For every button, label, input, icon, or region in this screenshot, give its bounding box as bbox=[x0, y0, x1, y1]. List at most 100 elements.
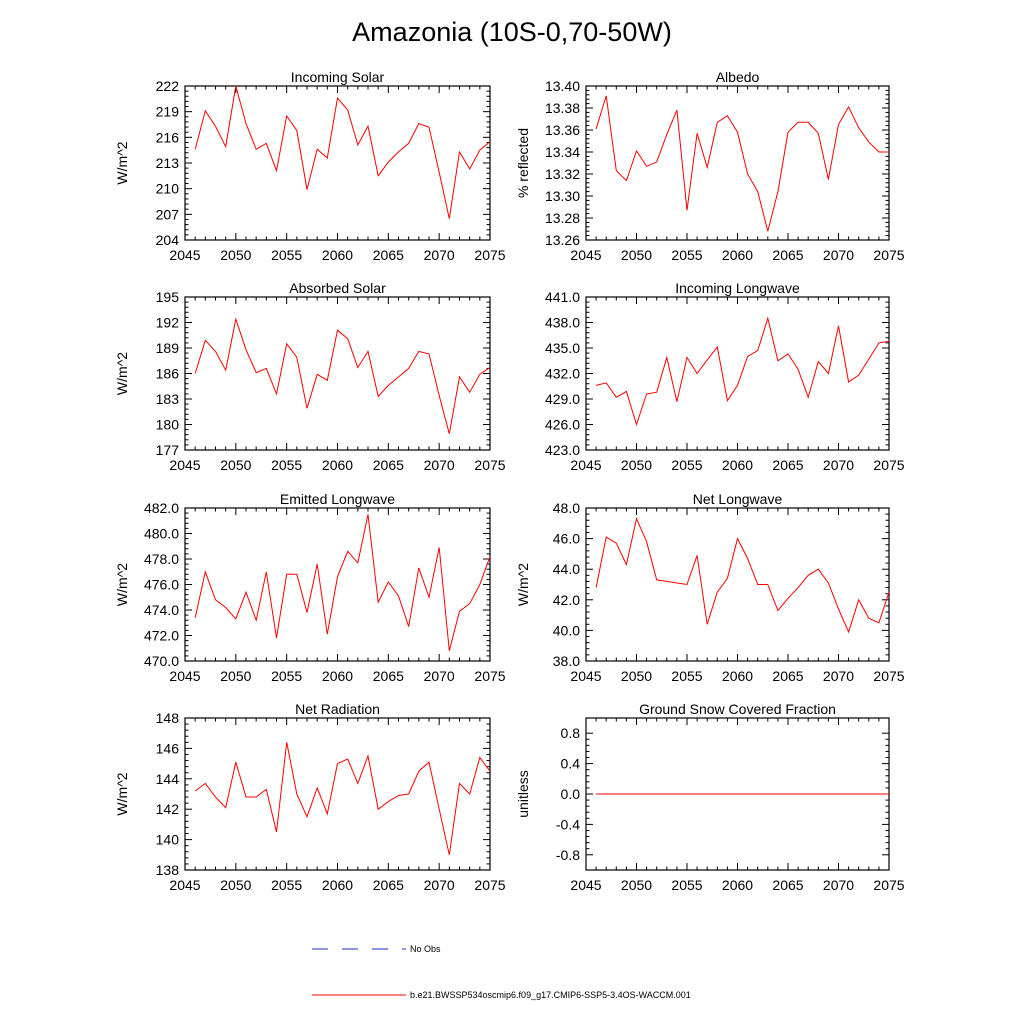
panel-5: Emitted Longwave W/m^2 2045 2050 2055 2060 206… bbox=[114, 491, 506, 684]
x-tick-label: 2065 bbox=[373, 668, 404, 684]
y-tick-label: 13.34 bbox=[545, 144, 580, 160]
x-tick-label: 2045 bbox=[169, 457, 200, 473]
y-tick-label: 13.40 bbox=[545, 78, 580, 94]
y-tick-label: 478.0 bbox=[144, 551, 179, 567]
y-tick-label: 204 bbox=[156, 232, 180, 248]
x-tick-label: 2045 bbox=[169, 668, 200, 684]
x-tick-label: 2055 bbox=[671, 877, 702, 893]
x-tick-label: 2060 bbox=[722, 877, 753, 893]
y-tick-label: 192 bbox=[156, 315, 180, 331]
series-line bbox=[595, 316, 890, 427]
y-tick-label: 144 bbox=[156, 771, 180, 787]
x-tick-label: 2060 bbox=[722, 247, 753, 263]
x-tick-label: 2075 bbox=[474, 877, 505, 893]
series-line bbox=[194, 742, 491, 855]
panel-3: Absorbed Solar W/m^2 2045 2050 2055 2060 2065 2… bbox=[114, 280, 506, 473]
y-tick-label: 423.0 bbox=[545, 442, 580, 458]
x-tick-label: 2075 bbox=[474, 457, 505, 473]
series-line bbox=[595, 517, 890, 634]
x-tick-label: 2060 bbox=[322, 457, 353, 473]
x-tick-label: 2070 bbox=[823, 457, 854, 473]
y-tick-label: 222 bbox=[156, 78, 180, 94]
x-tick-label: 2055 bbox=[271, 668, 302, 684]
y-tick-label: 476.0 bbox=[144, 577, 179, 593]
y-tick-label: -0.8 bbox=[556, 847, 580, 863]
x-tick-label: 2060 bbox=[322, 668, 353, 684]
x-tick-label: 2075 bbox=[474, 247, 505, 263]
x-tick-label: 2070 bbox=[424, 247, 455, 263]
panel-title: Net Radiation bbox=[295, 701, 380, 717]
x-tick-label: 2075 bbox=[474, 668, 505, 684]
y-tick-label: 0.8 bbox=[561, 725, 581, 741]
x-tick-label: 2070 bbox=[823, 877, 854, 893]
y-tick-label: 177 bbox=[156, 442, 180, 458]
x-tick-label: 2065 bbox=[772, 877, 803, 893]
y-tick-label: 470.0 bbox=[144, 653, 179, 669]
y-tick-label: 44.0 bbox=[553, 561, 580, 577]
y-tick-label: 472.0 bbox=[144, 628, 179, 644]
x-tick-label: 2055 bbox=[271, 457, 302, 473]
x-tick-label: 2070 bbox=[424, 668, 455, 684]
x-tick-label: 2065 bbox=[373, 877, 404, 893]
x-tick-label: 2060 bbox=[722, 668, 753, 684]
plot-frame bbox=[184, 507, 491, 662]
y-tick-label: 142 bbox=[156, 801, 180, 817]
panel-title: Incoming Longwave bbox=[675, 280, 800, 296]
x-tick-label: 2050 bbox=[621, 457, 652, 473]
y-tick-label: -0.4 bbox=[556, 816, 580, 832]
x-tick-label: 2070 bbox=[823, 247, 854, 263]
panel-title: Ground Snow Covered Fraction bbox=[639, 701, 836, 717]
y-axis-label: W/m^2 bbox=[114, 563, 130, 606]
x-tick-label: 2055 bbox=[271, 247, 302, 263]
x-tick-label: 2045 bbox=[570, 668, 601, 684]
y-tick-label: 210 bbox=[156, 181, 180, 197]
x-tick-label: 2060 bbox=[322, 247, 353, 263]
panel-grid: Incoming Solar W/m^2 2045 2050 2055 2060 2065 2… bbox=[114, 69, 905, 893]
legend: No Obs b.e21.BWSSP534oscmip6.f09_g17.CMI… bbox=[312, 944, 691, 1000]
y-tick-label: 216 bbox=[156, 129, 180, 145]
panel-8: Ground Snow Covered Fraction unitless 2045… bbox=[515, 701, 905, 893]
y-tick-label: 219 bbox=[156, 104, 180, 120]
x-tick-label: 2070 bbox=[424, 877, 455, 893]
x-tick-label: 2070 bbox=[424, 457, 455, 473]
x-tick-label: 2060 bbox=[322, 877, 353, 893]
y-tick-label: 183 bbox=[156, 391, 180, 407]
x-tick-label: 2065 bbox=[772, 247, 803, 263]
y-tick-label: 13.32 bbox=[545, 166, 580, 182]
y-tick-label: 438.0 bbox=[545, 315, 580, 331]
y-tick-label: 432.0 bbox=[545, 366, 580, 382]
panel-title: Emitted Longwave bbox=[280, 491, 395, 507]
y-axis-label: W/m^2 bbox=[515, 563, 531, 606]
panel-1: Incoming Solar W/m^2 2045 2050 2055 2060 2065 2… bbox=[114, 69, 506, 263]
y-tick-label: 207 bbox=[156, 206, 180, 222]
x-tick-label: 2065 bbox=[373, 247, 404, 263]
x-tick-label: 2055 bbox=[271, 877, 302, 893]
panel-6: Net Longwave W/m^2 2045 2050 2055 2060 2065 207… bbox=[515, 491, 905, 684]
x-tick-label: 2045 bbox=[570, 457, 601, 473]
plot-frame bbox=[184, 717, 491, 871]
x-tick-label: 2065 bbox=[772, 457, 803, 473]
x-tick-label: 2075 bbox=[873, 877, 904, 893]
plot-frame bbox=[585, 85, 890, 241]
y-tick-label: 426.0 bbox=[545, 417, 580, 433]
y-tick-label: 180 bbox=[156, 417, 180, 433]
y-tick-label: 38.0 bbox=[553, 653, 580, 669]
x-tick-label: 2075 bbox=[873, 457, 904, 473]
y-tick-label: 474.0 bbox=[144, 602, 179, 618]
x-tick-label: 2050 bbox=[220, 877, 251, 893]
x-tick-label: 2060 bbox=[722, 457, 753, 473]
x-tick-label: 2055 bbox=[671, 247, 702, 263]
y-tick-label: 13.36 bbox=[545, 122, 580, 138]
plot-frame bbox=[585, 507, 890, 662]
y-tick-label: 46.0 bbox=[553, 531, 580, 547]
y-tick-label: 189 bbox=[156, 340, 180, 356]
y-tick-label: 195 bbox=[156, 289, 180, 305]
legend-no-obs-label: No Obs bbox=[410, 944, 441, 954]
y-tick-label: 138 bbox=[156, 862, 180, 878]
x-tick-label: 2045 bbox=[169, 877, 200, 893]
x-tick-label: 2070 bbox=[823, 668, 854, 684]
y-tick-label: 213 bbox=[156, 155, 180, 171]
x-tick-label: 2055 bbox=[671, 457, 702, 473]
figure-title: Amazonia (10S-0,70-50W) bbox=[352, 17, 672, 47]
